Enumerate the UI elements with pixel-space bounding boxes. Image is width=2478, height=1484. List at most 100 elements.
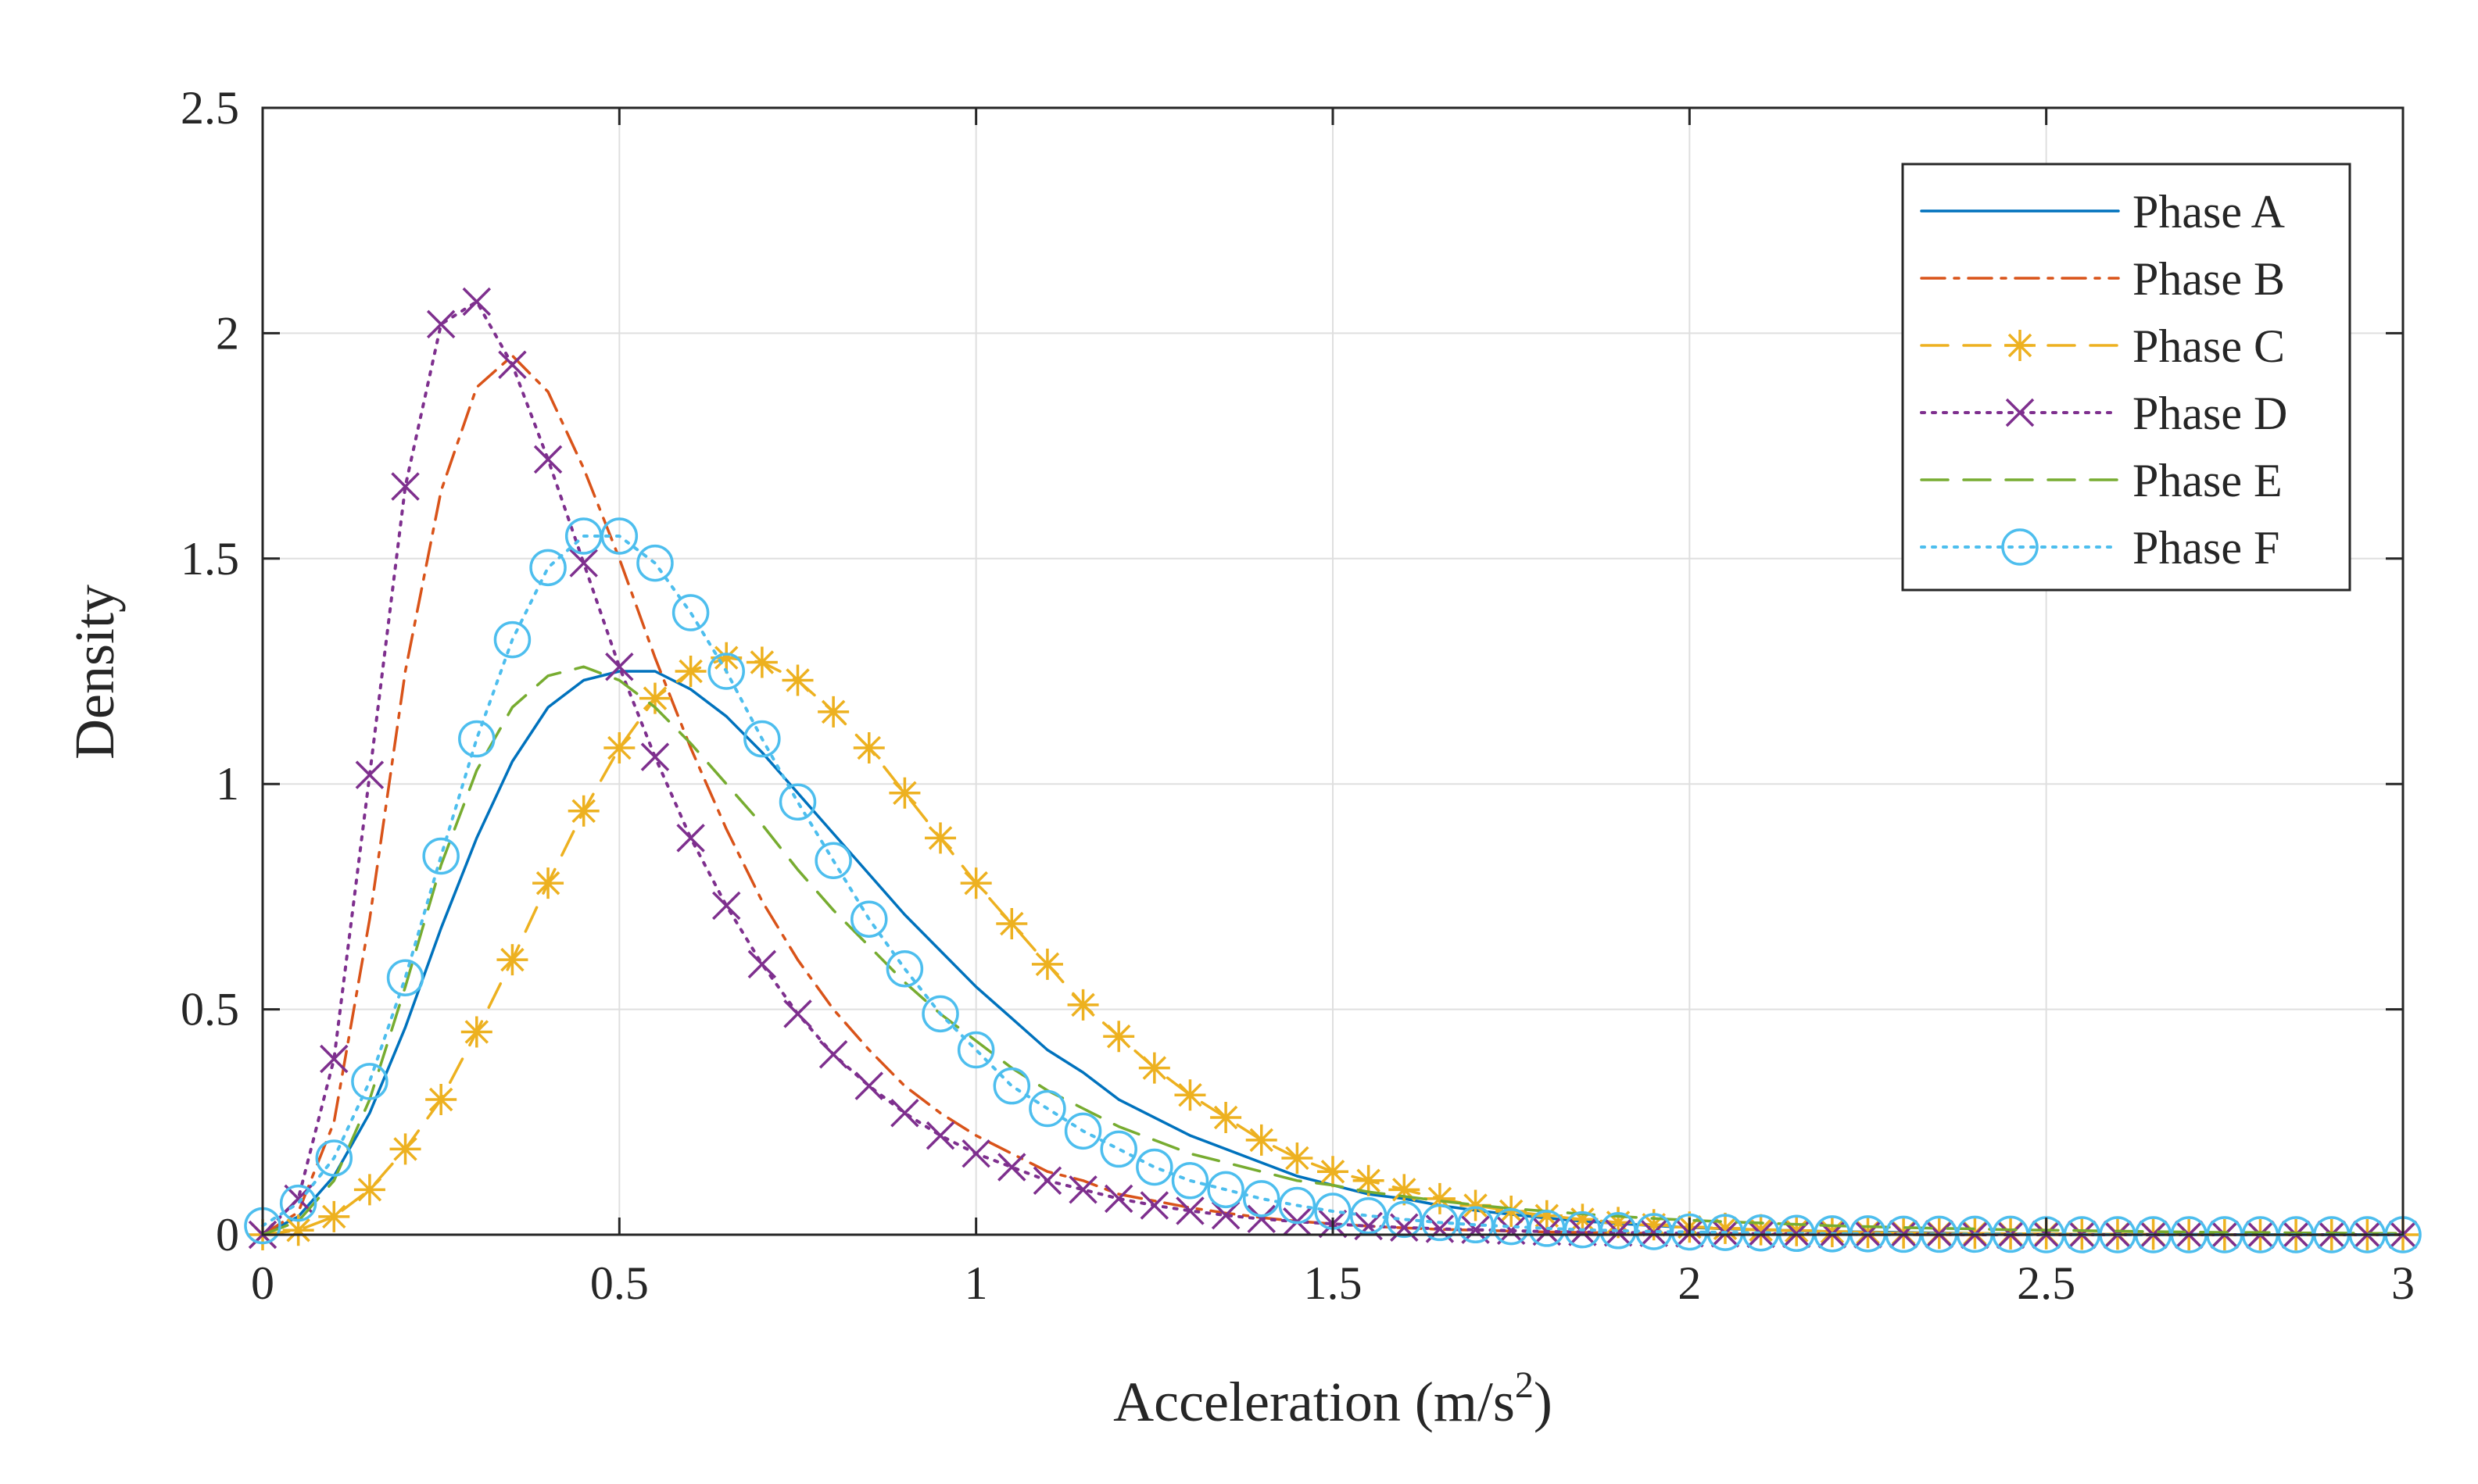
data-point-phase-c — [496, 944, 528, 976]
data-point-phase-f — [422, 837, 460, 875]
data-point-phase-c — [1567, 1203, 1599, 1235]
x-tick-label: 2 — [1678, 1257, 1701, 1309]
data-point-phase-d — [605, 652, 634, 681]
legend-entry-phase-b: Phase B — [1920, 253, 2285, 305]
data-point-phase-c — [603, 732, 636, 764]
legend-marker-phase-f — [2001, 528, 2039, 566]
data-point-phase-d — [818, 1040, 848, 1069]
data-point-phase-c — [1745, 1214, 1777, 1246]
data-point-phase-f — [1278, 1186, 1316, 1225]
data-point-phase-c — [960, 867, 992, 899]
data-point-phase-f — [993, 1067, 1031, 1105]
y-tick-label: 0 — [216, 1209, 239, 1261]
data-point-phase-d — [854, 1071, 884, 1100]
y-tick-label: 2 — [216, 307, 239, 359]
data-point-phase-f — [850, 900, 888, 938]
data-point-phase-c — [353, 1174, 385, 1206]
data-point-phase-f — [600, 517, 639, 555]
data-point-phase-c — [389, 1133, 421, 1165]
data-point-phase-f — [1207, 1171, 1244, 1209]
series-layer — [244, 287, 2422, 1253]
data-point-phase-f — [815, 842, 852, 880]
data-point-phase-d — [1496, 1216, 1526, 1246]
data-point-phase-f — [351, 1063, 389, 1100]
x-axis-title-suffix: ) — [1534, 1371, 1552, 1433]
data-point-phase-c — [532, 867, 564, 899]
data-point-phase-d — [1603, 1218, 1633, 1247]
x-tick-label: 0 — [251, 1257, 274, 1309]
data-point-phase-d — [676, 824, 705, 853]
data-point-phase-f — [493, 620, 532, 659]
data-point-phase-f — [315, 1139, 353, 1177]
data-point-phase-f — [922, 995, 959, 1033]
data-point-phase-c — [925, 822, 957, 854]
data-point-phase-d — [569, 549, 598, 578]
data-point-phase-d — [926, 1121, 955, 1150]
data-point-phase-c — [1210, 1102, 1242, 1134]
data-point-phase-c — [1138, 1052, 1170, 1084]
data-point-phase-d — [1639, 1218, 1668, 1247]
legend-entry-phase-a: Phase A — [1920, 186, 2285, 238]
data-point-phase-c — [1602, 1207, 1635, 1239]
data-point-phase-c — [1531, 1200, 1563, 1232]
y-tick-label: 1.5 — [181, 533, 239, 585]
x-tick-label: 3 — [2391, 1257, 2415, 1309]
legend-entry-phase-f: Phase F — [1920, 522, 2279, 574]
data-point-phase-d — [462, 287, 492, 316]
data-point-phase-c — [1245, 1124, 1277, 1156]
x-tick-label: 2.5 — [2017, 1257, 2075, 1309]
data-point-phase-c — [1103, 1021, 1135, 1053]
data-point-phase-c — [639, 682, 671, 714]
legend-box — [1901, 163, 2351, 592]
data-point-phase-f — [779, 783, 817, 821]
legend-entry-phase-d: Phase D — [1920, 388, 2287, 439]
data-point-phase-c — [1317, 1156, 1348, 1188]
data-point-phase-d — [1033, 1166, 1062, 1196]
data-point-phase-d — [783, 999, 812, 1028]
data-point-phase-d — [320, 1044, 349, 1074]
legend-label-phase-b: Phase B — [2132, 253, 2285, 305]
legend-entry-phase-e: Phase E — [1920, 455, 2283, 506]
data-point-phase-f — [1064, 1112, 1102, 1150]
data-point-phase-c — [1174, 1079, 1206, 1111]
data-point-phase-d — [355, 760, 385, 789]
data-point-phase-f — [707, 653, 745, 690]
data-point-phase-f — [458, 720, 496, 758]
data-point-phase-c — [853, 732, 885, 764]
data-point-phase-c — [425, 1083, 457, 1115]
legend-label-phase-e: Phase E — [2132, 455, 2283, 506]
data-point-phase-f — [1385, 1200, 1423, 1239]
data-point-phase-d — [1568, 1218, 1597, 1246]
data-point-phase-c — [996, 908, 1028, 940]
x-axis-title-main: Acceleration (m/s — [1113, 1371, 1515, 1433]
data-point-phase-c — [1781, 1214, 1813, 1246]
data-point-phase-d — [747, 949, 777, 979]
legend-marker-phase-d — [2005, 398, 2035, 427]
data-point-phase-d — [997, 1153, 1026, 1182]
data-point-phase-d — [1104, 1184, 1133, 1214]
data-point-phase-d — [961, 1139, 990, 1168]
x-axis-title: Acceleration (m/s2) — [1113, 1364, 1552, 1433]
data-point-phase-d — [391, 472, 420, 501]
data-point-phase-c — [1816, 1215, 1848, 1247]
y-tick-label: 0.5 — [181, 984, 239, 1035]
data-point-phase-c — [1067, 989, 1099, 1021]
data-point-phase-c — [1709, 1212, 1741, 1244]
legend-label-phase-c: Phase C — [2132, 320, 2285, 372]
legend-entry-phase-c: Phase C — [1920, 320, 2285, 372]
legend-label-phase-f: Phase F — [2132, 522, 2279, 574]
data-point-phase-d — [426, 309, 456, 339]
data-point-phase-d — [1069, 1175, 1098, 1204]
data-point-phase-c — [318, 1200, 350, 1232]
data-point-phase-f — [1421, 1203, 1459, 1242]
data-point-phase-c — [1495, 1196, 1527, 1228]
data-point-phase-f — [886, 949, 924, 988]
y-tick-labels: 0 0.5 1 1.5 2 2.5 — [181, 82, 239, 1261]
data-point-phase-c — [1459, 1189, 1491, 1221]
data-point-phase-d — [533, 445, 563, 474]
data-point-phase-c — [711, 642, 743, 674]
x-tick-labels: 0 0.5 1 1.5 2 2.5 3 — [251, 1257, 2415, 1309]
data-point-phase-d — [640, 742, 670, 771]
data-point-phase-d — [1532, 1217, 1562, 1246]
